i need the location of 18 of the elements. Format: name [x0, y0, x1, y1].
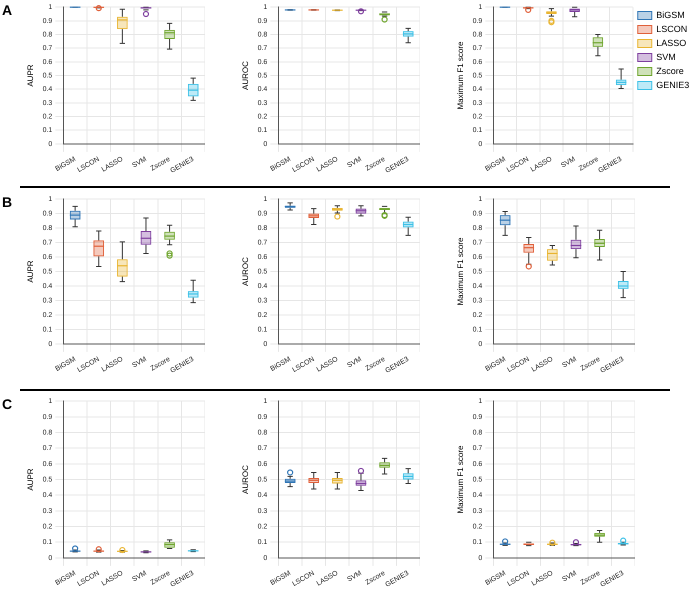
text: B [2, 194, 12, 210]
y-axis-title: Maximum F1 score [456, 236, 466, 306]
y-axis-title: AUPR [26, 468, 36, 491]
legend-label: LASSO [656, 38, 686, 48]
legend-label: BiGSM [656, 10, 685, 20]
y-axis-title: Maximum F1 score [456, 444, 466, 514]
legend-label: GENIE3 [656, 80, 689, 90]
y-axis-title: AUPR [26, 64, 36, 87]
y-axis-title: Maximum F1 score [456, 40, 466, 110]
y-axis-title: AUROC [241, 464, 250, 494]
legend-label: Zscore [656, 66, 684, 76]
y-axis-title: AUPR [26, 260, 36, 283]
text: A [2, 2, 12, 18]
y-axis-title: AUROC [241, 60, 250, 90]
y-axis-title: AUROC [241, 256, 250, 286]
legend-label: SVM [656, 52, 676, 62]
text: C [2, 396, 12, 412]
legend-label: LSCON [656, 24, 688, 34]
